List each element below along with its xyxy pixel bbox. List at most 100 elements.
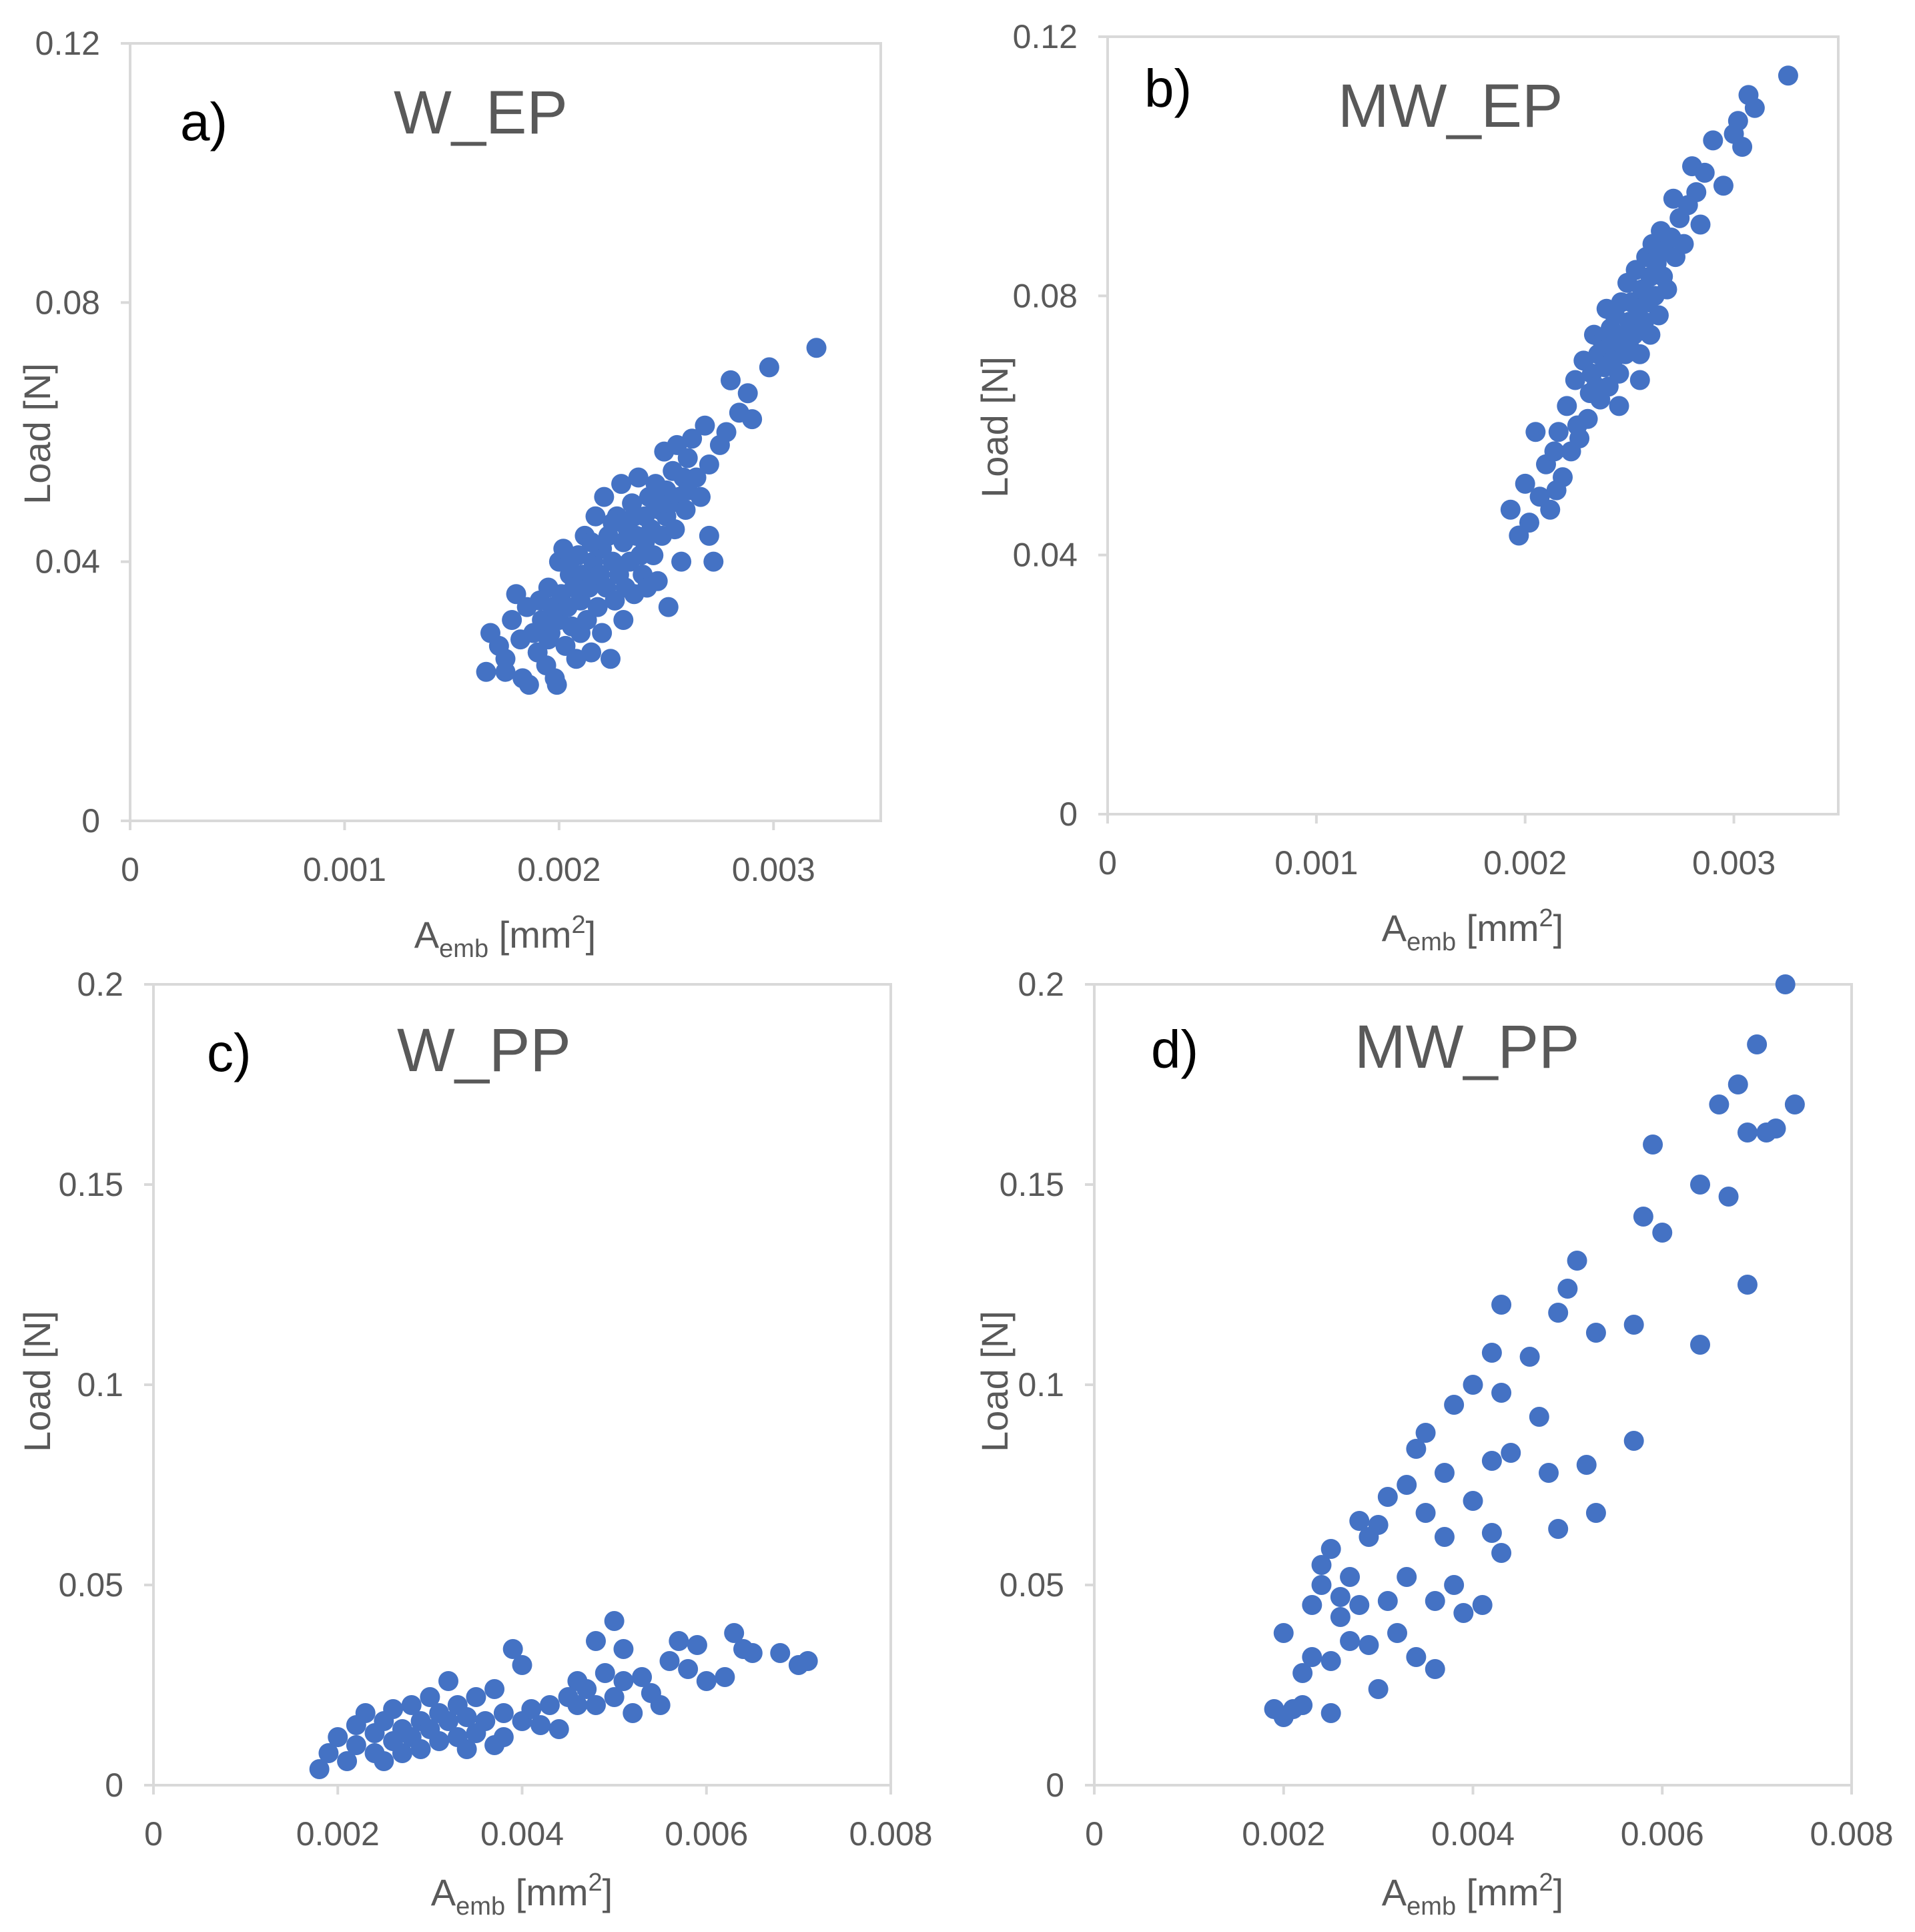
panel-d-data-point — [1737, 1122, 1758, 1143]
panel-d-data-point — [1585, 1323, 1606, 1343]
panel-d-data-point — [1766, 1118, 1786, 1139]
panel-d-data-point — [1311, 1575, 1332, 1595]
panel-d-data-point — [1406, 1439, 1427, 1459]
panel-a-data-point — [675, 500, 696, 520]
panel-a-data-point — [559, 551, 580, 572]
panel-d-x-title-end: ] — [1553, 1871, 1564, 1913]
panel-b-x-tick-label: 0 — [1098, 844, 1117, 882]
panel-a-data-point — [737, 383, 758, 404]
panel-c-data-point — [355, 1703, 376, 1723]
panel-a-data-point — [566, 649, 587, 669]
panel-b-data-point — [1648, 305, 1669, 326]
panel-c-data-point — [346, 1735, 366, 1755]
panel-c-data-point — [438, 1711, 458, 1731]
panel-d-x-title-sub: emb — [1407, 1893, 1456, 1921]
panel-c-data-point — [613, 1671, 634, 1691]
panel-d-x-title-unit: [mm — [1456, 1871, 1539, 1913]
panel-b-data-point — [1778, 65, 1798, 86]
panel-a-label: a) — [180, 92, 228, 151]
panel-d-data-point — [1453, 1603, 1474, 1623]
panel-a-x-title-end: ] — [586, 914, 597, 956]
panel-d-data-point — [1368, 1679, 1389, 1699]
panel-c-data-point — [742, 1643, 763, 1663]
panel-b-x-tick-label: 0.001 — [1274, 844, 1358, 882]
panel-d-data-point — [1481, 1523, 1502, 1543]
panel-b-data-point — [1629, 370, 1650, 390]
panel-a-data-point — [645, 493, 666, 514]
panel-d-data-point — [1349, 1511, 1370, 1531]
panel-a-data-point — [699, 454, 719, 475]
panel-a-data-point — [546, 675, 567, 695]
panel-c-x-title-main: A — [431, 1871, 456, 1913]
panel-d-data-point — [1368, 1515, 1389, 1535]
panel-d-data-point — [1397, 1475, 1417, 1495]
panel-a-data-point — [601, 649, 621, 669]
panel-d-data-point — [1330, 1587, 1351, 1607]
panel-b-data-point — [1673, 234, 1694, 254]
panel-c-x-tick-label: 0.008 — [849, 1815, 932, 1853]
panel-c-y-tick-label: 0.05 — [59, 1566, 123, 1604]
panel-b-x-title-sup: 2 — [1539, 904, 1553, 932]
panel-d-data-point — [1643, 1135, 1663, 1155]
panel-b-x-axis-title: Aemb [mm2] — [1382, 904, 1563, 956]
panel-a-x-title-sub: emb — [439, 935, 488, 963]
panel-d-data-point — [1557, 1279, 1578, 1299]
panel-c-x-tick-label: 0.002 — [296, 1815, 380, 1853]
panel-a-data-point — [665, 519, 685, 540]
panel-c-data-point — [650, 1695, 671, 1715]
panel-c-x-title-end: ] — [603, 1871, 613, 1913]
panel-b-x-tick-label: 0.003 — [1692, 844, 1776, 882]
panel-d-data-point — [1434, 1527, 1455, 1547]
panel-c-data-point — [337, 1751, 358, 1771]
panel-c-data-point — [456, 1707, 477, 1727]
panel-d-data-point — [1718, 1187, 1739, 1207]
panel-d-data-point — [1444, 1575, 1465, 1595]
panel-c-data-point — [466, 1687, 486, 1707]
panel-a-y-axis-title: Load [N] — [16, 363, 58, 505]
panel-d-data-point — [1491, 1543, 1512, 1563]
panel-d-x-title-main: A — [1382, 1871, 1407, 1913]
panel-c-data-point — [456, 1739, 477, 1759]
panel-c-data-point — [309, 1759, 330, 1779]
panel-c-data-point — [567, 1695, 588, 1715]
panel-d-data-point — [1463, 1375, 1483, 1395]
panel-c-data-point — [401, 1695, 422, 1715]
panel-d-data-point — [1747, 1034, 1768, 1054]
panel-c-plot-area: 0 0.002 0.004 0.006 0.008 0 0.05 0.15 0.1 0.2 — [59, 966, 933, 1853]
panel-d-data-point — [1775, 974, 1796, 994]
panel-c-data-point — [797, 1651, 818, 1671]
panel-a-data-point — [587, 597, 608, 617]
panel-b-data-point — [1519, 513, 1539, 533]
panel-a-data-point — [806, 338, 827, 358]
panel-a-data-point — [581, 642, 602, 663]
panel-d: d) MW_PP 0 0.002 0.004 0.006 0.008 0 0.05 0.1 0.… — [974, 966, 1894, 1921]
panel-a-data-point — [476, 661, 496, 682]
panel-b-label: b) — [1144, 59, 1192, 118]
panel-b-data-point — [1515, 473, 1535, 494]
panel-d-data-point — [1539, 1463, 1559, 1483]
panel-d-plot-area: 0 0.002 0.004 0.006 0.008 0 0.05 0.1 0.15 0.2 — [1000, 966, 1894, 1853]
panel-b-data-point — [1525, 422, 1546, 442]
panel-b-data-point — [1732, 137, 1753, 157]
panel-b-data-point — [1686, 182, 1707, 202]
panel-d-data-point — [1737, 1275, 1758, 1295]
panel-c-data-point — [328, 1727, 348, 1747]
panel-d-data-point — [1784, 1094, 1805, 1114]
panel-d-x-title-sup: 2 — [1539, 1869, 1553, 1897]
panel-b-y-axis-title: Load [N] — [974, 356, 1016, 498]
panel-d-x-axis-title: Aemb [mm2] — [1382, 1869, 1563, 1921]
panel-d-data-point — [1633, 1207, 1653, 1227]
panel-a-y-tick-label: 0.08 — [35, 284, 100, 321]
panel-d-x-tick-label: 0.006 — [1621, 1815, 1704, 1853]
panel-c-x-tick-label: 0.004 — [480, 1815, 564, 1853]
panel-b-plot-area: 0 0.001 0.002 0.003 0 0.04 0.08 0.12 — [1013, 18, 1838, 882]
panel-a-y-tick-label: 0 — [81, 802, 100, 840]
panel-a-x-tick-label: 0.002 — [517, 851, 601, 888]
panel-c-data-point — [484, 1679, 505, 1699]
panel-a-plot-area: 0 0.001 0.002 0.003 0 0.04 0.08 0.12 — [35, 25, 881, 888]
panel-d-data-point — [1320, 1539, 1341, 1559]
panel-a-y-tick-label: 0.12 — [35, 25, 100, 62]
panel-d-data-point — [1349, 1595, 1370, 1615]
panel-c-data-point — [521, 1699, 542, 1719]
